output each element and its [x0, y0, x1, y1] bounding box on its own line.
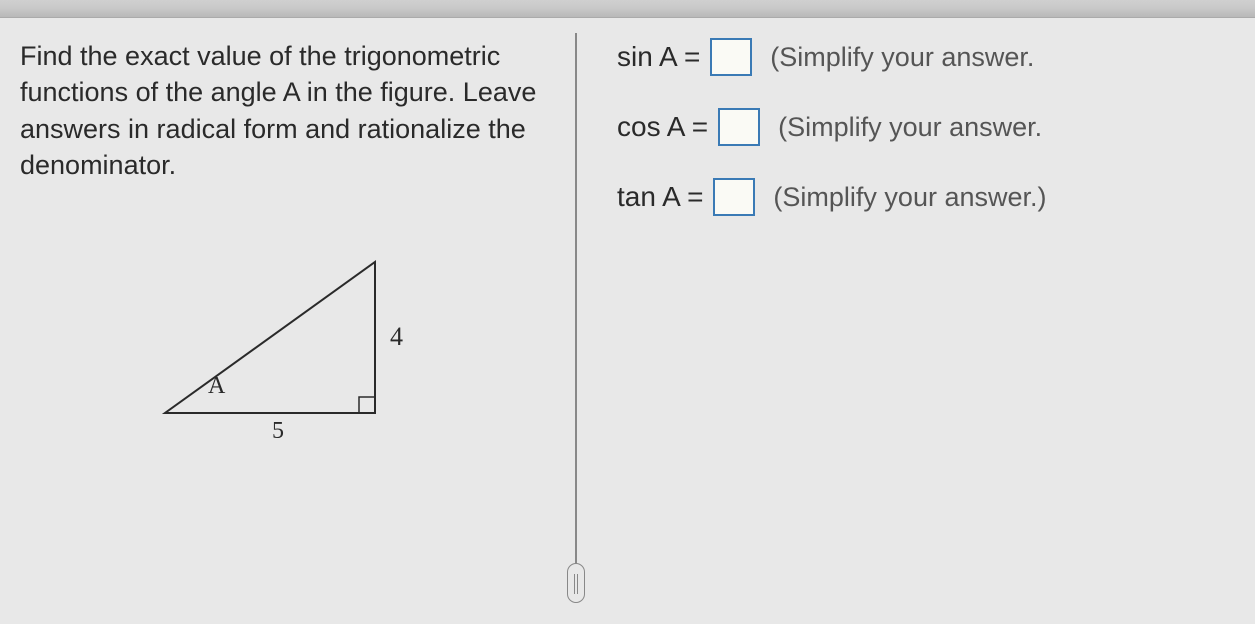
sin-input[interactable] — [710, 38, 752, 76]
cos-input[interactable] — [718, 108, 760, 146]
cos-hint: (Simplify your answer. — [778, 112, 1042, 143]
triangle-svg — [100, 244, 400, 444]
angle-label-A: A — [208, 373, 225, 400]
triangle-figure: A 5 4 — [100, 244, 400, 444]
side-label-height: 4 — [390, 322, 403, 352]
content-area: Find the exact value of the trigonometri… — [0, 18, 1255, 624]
problem-panel: Find the exact value of the trigonometri… — [20, 38, 575, 624]
equation-cos: cos A = (Simplify your answer. — [617, 108, 1255, 146]
problem-text: Find the exact value of the trigonometri… — [20, 38, 555, 184]
sin-hint: (Simplify your answer. — [770, 42, 1034, 73]
tan-hint: (Simplify your answer.) — [773, 182, 1046, 213]
panel-divider[interactable] — [575, 33, 577, 573]
equation-sin: sin A = (Simplify your answer. — [617, 38, 1255, 76]
answer-panel: sin A = (Simplify your answer. cos A = (… — [577, 38, 1255, 624]
window-top-bar — [0, 0, 1255, 18]
equation-tan: tan A = (Simplify your answer.) — [617, 178, 1255, 216]
sin-label: sin A = — [617, 41, 700, 73]
tan-input[interactable] — [713, 178, 755, 216]
cos-label: cos A = — [617, 111, 708, 143]
tan-label: tan A = — [617, 181, 703, 213]
side-label-base: 5 — [272, 418, 284, 445]
divider-handle[interactable] — [567, 563, 585, 603]
